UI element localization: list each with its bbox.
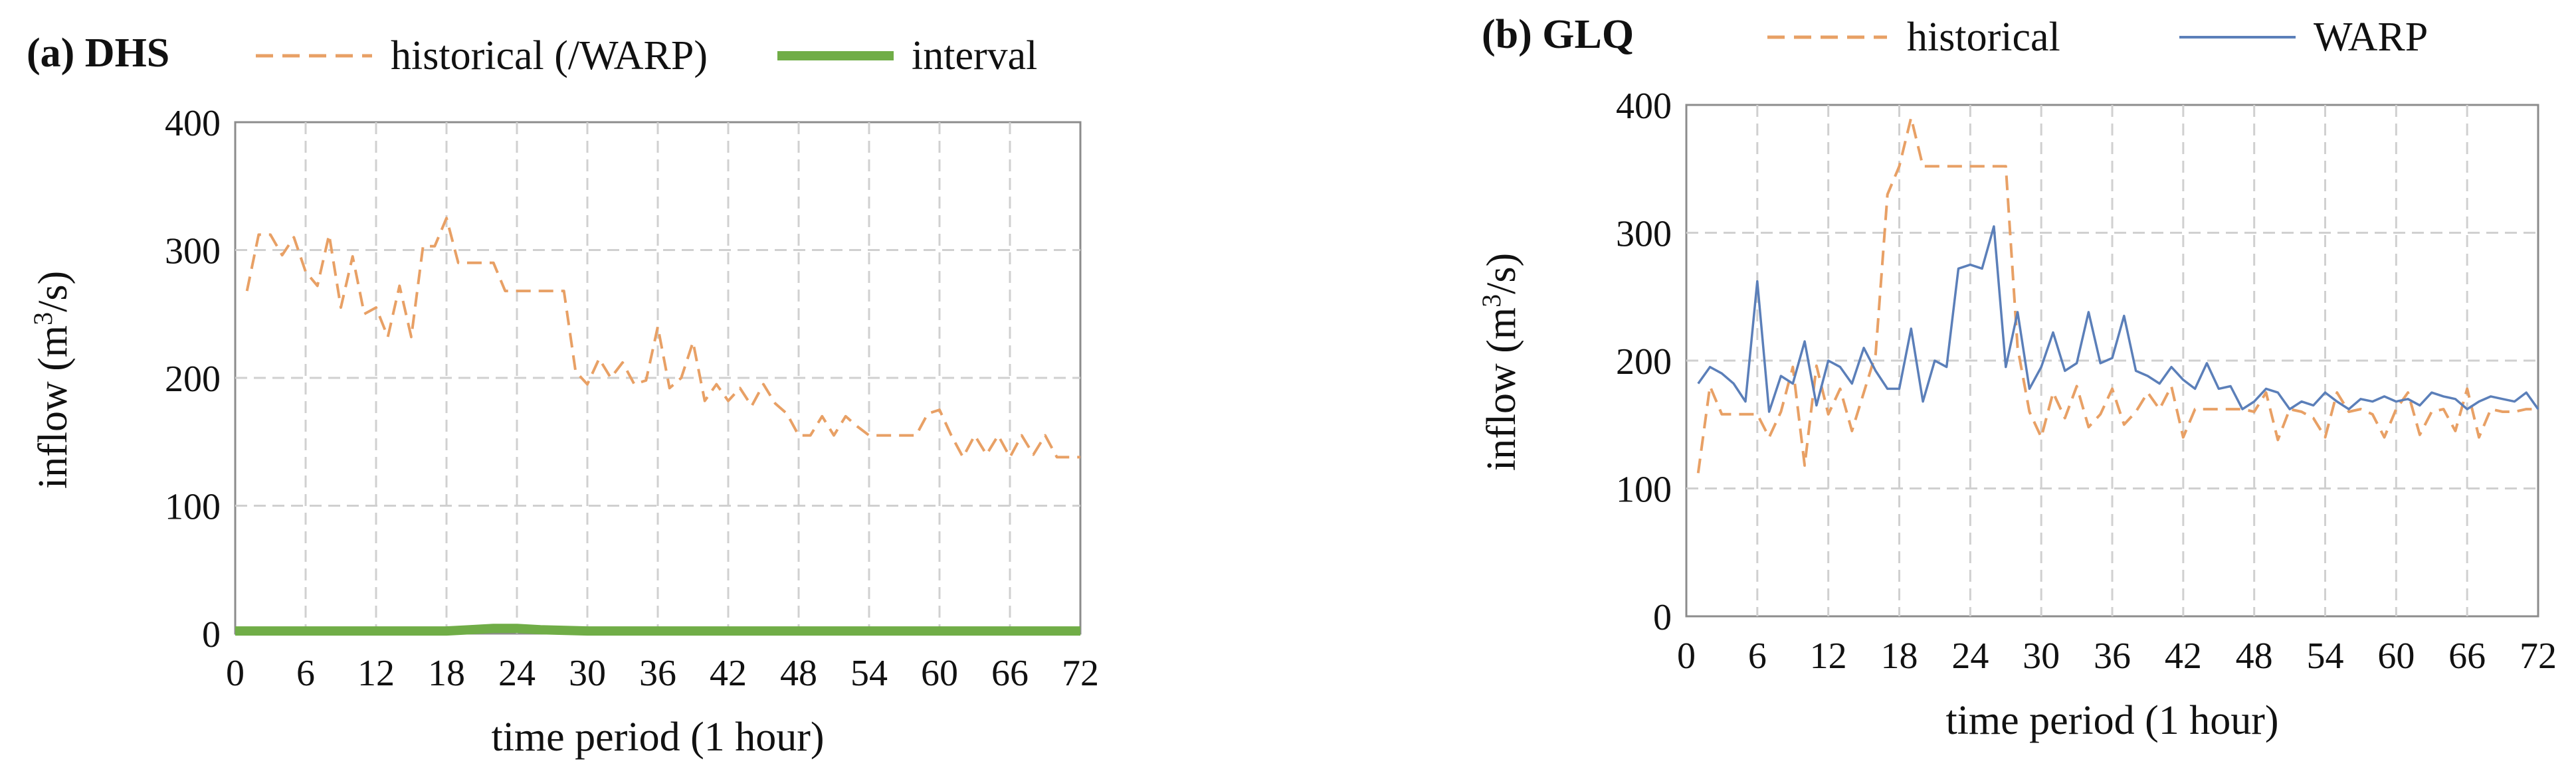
panel-b-x-tick-label: 12 bbox=[1810, 636, 1847, 677]
panel-b-x-ticks: 0 6 12 18 24 30 36 42 48 54 60 66 72 bbox=[1677, 636, 2557, 677]
panel-b-legend: historical WARP bbox=[1767, 15, 2428, 60]
panel-a-x-ticks: 0 6 12 18 24 30 36 42 48 54 60 66 72 bbox=[226, 653, 1099, 694]
panel-a-y-tick-label: 300 bbox=[165, 231, 221, 272]
chart-panel-b: (b) GLQ historical WARP 0 100 200 300 400 0 6… bbox=[1476, 12, 2557, 743]
panel-b-series bbox=[1696, 116, 2539, 474]
panel-b-x-tick-label: 36 bbox=[2094, 636, 2131, 677]
panel-b-y-tick-label: 100 bbox=[1616, 470, 1672, 511]
panel-b-series-line-0 bbox=[1696, 116, 2538, 474]
panel-b-y-ticks: 0 100 200 300 400 bbox=[1616, 86, 1672, 638]
panel-b-x-tick-label: 54 bbox=[2307, 636, 2344, 677]
panel-a-x-tick-label: 12 bbox=[357, 653, 395, 694]
panel-a-x-tick-label: 42 bbox=[710, 653, 747, 694]
panel-a-y-axis-label-main: inflow (m bbox=[31, 325, 76, 489]
panel-a-series-line-1 bbox=[235, 624, 1080, 636]
panel-a-y-tick-label: 100 bbox=[165, 487, 221, 528]
panel-b-grid bbox=[1686, 105, 2538, 616]
panel-b-y-axis-label-sup: 3 bbox=[1476, 294, 1506, 307]
panel-a-y-tick-label: 200 bbox=[165, 359, 221, 400]
panel-b-y-tick-label: 0 bbox=[1653, 597, 1672, 638]
panel-b-y-axis-label-end: /s) bbox=[1479, 253, 1524, 294]
panel-b-x-tick-label: 6 bbox=[1748, 636, 1767, 677]
panel-a-legend: historical (/WARP) interval bbox=[256, 33, 1037, 78]
panel-b-x-tick-label: 0 bbox=[1677, 636, 1696, 677]
legend-a-label-historical: historical (/WARP) bbox=[391, 33, 708, 78]
panel-b-x-tick-label: 18 bbox=[1881, 636, 1918, 677]
panel-b-x-tick-label: 30 bbox=[2023, 636, 2060, 677]
panel-a-title: (a) DHS bbox=[27, 31, 169, 76]
panel-a-y-axis-label-end: /s) bbox=[31, 271, 76, 312]
panel-b-x-tick-label: 72 bbox=[2520, 636, 2557, 677]
panel-b-y-axis-label: inflow (m3/s) bbox=[1476, 253, 1524, 471]
panel-a-x-axis-label: time period (1 hour) bbox=[491, 715, 824, 760]
panel-a-x-tick-label: 24 bbox=[498, 653, 536, 694]
panel-a-y-axis-label-sup: 3 bbox=[28, 312, 58, 325]
panel-a-x-tick-label: 0 bbox=[226, 653, 245, 694]
panel-b-x-tick-label: 42 bbox=[2165, 636, 2202, 677]
panel-b-y-axis-label-main: inflow (m bbox=[1479, 307, 1524, 471]
legend-b-label-historical: historical bbox=[1907, 15, 2060, 60]
panel-a-x-tick-label: 72 bbox=[1062, 653, 1099, 694]
panel-b-x-tick-label: 48 bbox=[2236, 636, 2273, 677]
panel-a-y-axis-label: inflow (m3/s) bbox=[28, 271, 76, 489]
panel-b-y-tick-label: 400 bbox=[1616, 86, 1672, 127]
panel-b-title: (b) GLQ bbox=[1482, 12, 1634, 57]
panel-b-series-line-1 bbox=[1697, 225, 2539, 413]
panel-a-x-tick-label: 36 bbox=[639, 653, 676, 694]
legend-a-label-interval: interval bbox=[912, 33, 1037, 78]
panel-b-x-tick-label: 66 bbox=[2448, 636, 2486, 677]
panel-b-y-tick-label: 200 bbox=[1616, 341, 1672, 383]
panel-b-y-tick-label: 300 bbox=[1616, 214, 1672, 255]
panel-a-x-tick-label: 66 bbox=[991, 653, 1029, 694]
panel-a-x-tick-label: 60 bbox=[921, 653, 958, 694]
panel-a-y-ticks: 0 100 200 300 400 bbox=[165, 103, 221, 655]
panel-a-x-tick-label: 18 bbox=[428, 653, 465, 694]
panel-a-x-tick-label: 30 bbox=[569, 653, 606, 694]
panel-b-x-tick-label: 24 bbox=[1951, 636, 1989, 677]
panel-a-x-tick-label: 54 bbox=[850, 653, 888, 694]
panel-a-y-tick-label: 0 bbox=[202, 614, 221, 655]
panel-a-x-tick-label: 6 bbox=[296, 653, 315, 694]
chart-panel-a: (a) DHS historical (/WARP) interval 0 100… bbox=[27, 31, 1099, 760]
panel-a-series-line-0 bbox=[245, 216, 1080, 459]
panel-a-grid bbox=[235, 122, 1080, 634]
panel-a-series bbox=[235, 216, 1080, 636]
panel-b-x-tick-label: 60 bbox=[2377, 636, 2415, 677]
panel-b-x-axis-label: time period (1 hour) bbox=[1945, 698, 2278, 743]
panel-a-y-tick-label: 400 bbox=[165, 103, 221, 144]
panel-a-x-tick-label: 48 bbox=[780, 653, 817, 694]
legend-b-label-warp: WARP bbox=[2314, 15, 2428, 60]
